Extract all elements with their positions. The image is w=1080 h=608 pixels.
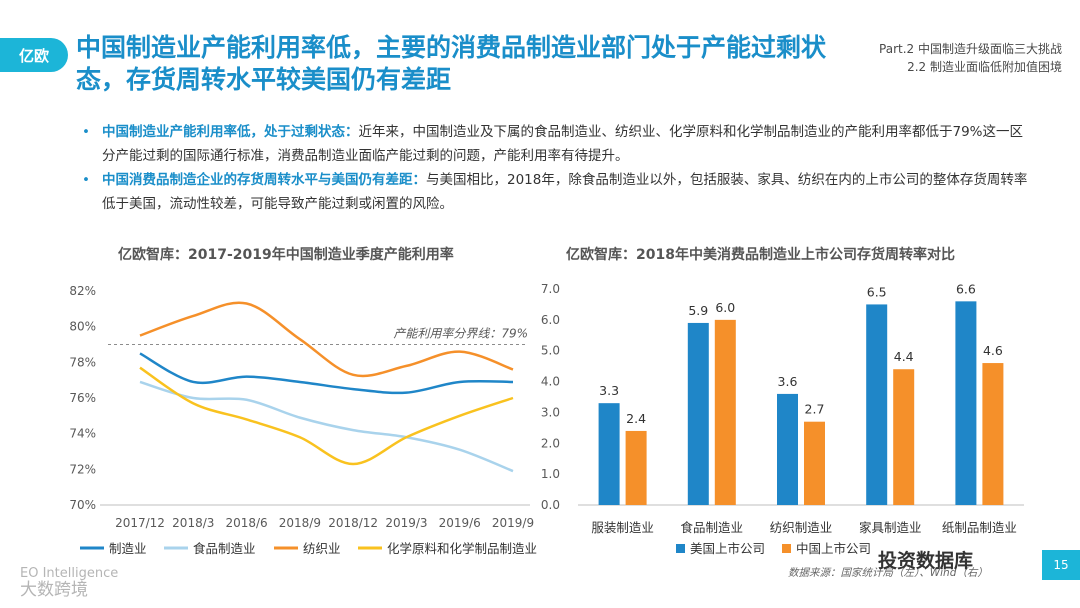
- watermark-en: EO Intelligence: [20, 566, 119, 581]
- legend-label: 化学原料和化学制品制造业: [387, 541, 537, 556]
- bar-us: [955, 301, 977, 505]
- bullet-text: 与美国相比，2018年，除食品制造业以外，包括服装、家具、纺织在内的上市公司的整…: [102, 172, 1028, 212]
- y-tick-label: 76%: [69, 391, 96, 405]
- y-tick-label: 82%: [69, 284, 96, 298]
- threshold-label: 产能利用率分界线：79%: [393, 327, 528, 341]
- bar-us: [777, 393, 798, 505]
- brand-label: 投资数据库: [878, 550, 974, 572]
- y-tick-label: 70%: [69, 498, 96, 512]
- legend-label: 制造业: [109, 541, 147, 556]
- data-label: 5.9: [688, 303, 708, 318]
- x-tick-label: 2018/6: [225, 516, 267, 530]
- section-part: Part.2 中国制造升级面临三大挑战: [879, 42, 1062, 56]
- x-tick-label: 2019/3: [385, 516, 427, 530]
- category-label: 家具制造业: [859, 520, 922, 535]
- y-tick-label: 3.0: [541, 405, 560, 419]
- bar-us: [866, 304, 888, 505]
- legend-swatch: [676, 544, 685, 553]
- y-tick-label: 74%: [69, 427, 96, 441]
- legend-label: 食品制造业: [193, 541, 256, 556]
- y-tick-label: 0.0: [541, 498, 560, 512]
- series-line-2: [139, 380, 514, 473]
- y-tick-label: 5.0: [541, 344, 560, 358]
- y-tick-label: 4.0: [541, 375, 560, 389]
- data-source: 数据来源：国家统计局（左）、Wind（右）: [788, 567, 988, 579]
- page-number: 15: [1042, 550, 1080, 580]
- data-label: 6.0: [715, 300, 735, 315]
- series-line-3: [139, 301, 514, 378]
- y-tick-label: 78%: [69, 355, 96, 369]
- data-label: 4.4: [894, 349, 914, 364]
- x-tick-label: 2019/6: [439, 516, 481, 530]
- data-label: 2.7: [805, 402, 825, 417]
- y-tick-label: 1.0: [541, 467, 560, 481]
- bar-cn: [804, 421, 825, 505]
- x-tick-label: 2018/12: [328, 516, 378, 530]
- y-tick-label: 7.0: [541, 282, 560, 296]
- watermark: EO Intelligence 大数跨境: [20, 566, 119, 600]
- bar-chart-title: 亿欧智库：2018年中美消费品制造业上市公司存货周转率对比: [566, 247, 955, 263]
- category-label: 服装制造业: [591, 520, 654, 535]
- y-tick-label: 72%: [69, 462, 96, 476]
- bullet-highlight: 中国消费品制造企业的存货周转水平与美国仍有差距：: [102, 172, 426, 188]
- bullet-text: 近年来，中国制造业及下属的食品制造业、纺织业、化学原料和化学制品制造业的产能利用…: [102, 124, 1024, 164]
- bullet-item: 中国制造业产能利用率低，处于过剩状态：近年来，中国制造业及下属的食品制造业、纺织…: [82, 120, 1032, 168]
- bar-cn: [982, 363, 1004, 505]
- series-line-4: [139, 366, 514, 466]
- section-label: Part.2 中国制造升级面临三大挑战 2.2 制造业面临低附加值困境: [879, 40, 1062, 76]
- x-tick-label: 2017/12: [115, 516, 165, 530]
- data-label: 4.6: [983, 343, 1003, 358]
- bar-us: [687, 322, 709, 505]
- x-tick-label: 2019/9: [492, 516, 534, 530]
- data-label: 3.6: [778, 374, 798, 389]
- bar-us: [598, 403, 620, 505]
- series-line-1: [139, 352, 514, 395]
- y-tick-label: 2.0: [541, 436, 560, 450]
- data-label: 2.4: [626, 411, 646, 426]
- category-label: 纸制品制造业: [942, 520, 1017, 535]
- category-label: 纺织制造业: [770, 520, 833, 535]
- x-tick-label: 2018/9: [279, 516, 321, 530]
- legend-label: 美国上市公司: [690, 541, 765, 556]
- watermark-cn: 大数跨境: [20, 580, 88, 600]
- bar-cn: [893, 369, 915, 505]
- data-label: 3.3: [599, 383, 619, 398]
- section-subpart: 2.2 制造业面临低附加值困境: [907, 60, 1062, 74]
- legend-swatch: [782, 544, 791, 553]
- brand-logo: 亿欧: [0, 38, 68, 72]
- y-tick-label: 80%: [69, 320, 96, 334]
- bullet-list: 中国制造业产能利用率低，处于过剩状态：近年来，中国制造业及下属的食品制造业、纺织…: [82, 120, 1032, 216]
- legend-label: 中国上市公司: [796, 541, 871, 556]
- page-title: 中国制造业产能利用率低，主要的消费品制造业部门处于产能过剩状态，存货周转水平较美…: [76, 33, 827, 94]
- y-tick-label: 6.0: [541, 313, 560, 327]
- bar-cn: [714, 319, 736, 505]
- bullet-item: 中国消费品制造企业的存货周转水平与美国仍有差距：与美国相比，2018年，除食品制…: [82, 168, 1032, 216]
- data-label: 6.5: [867, 284, 887, 299]
- x-tick-label: 2018/3: [172, 516, 214, 530]
- line-chart-title: 亿欧智库：2017-2019年中国制造业季度产能利用率: [118, 247, 454, 263]
- bar-cn: [625, 430, 647, 505]
- legend-label: 纺织业: [303, 541, 341, 556]
- bullet-highlight: 中国制造业产能利用率低，处于过剩状态：: [102, 124, 359, 140]
- data-label: 6.6: [956, 281, 976, 296]
- category-label: 食品制造业: [681, 520, 744, 535]
